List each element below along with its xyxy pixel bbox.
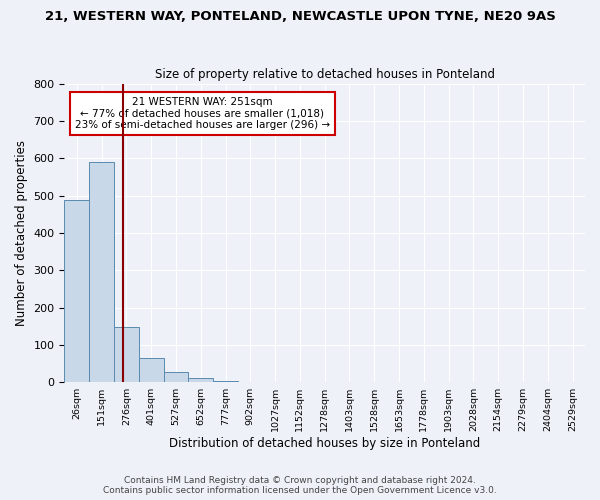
Bar [64, 200, 89, 382]
Bar [188, 378, 213, 382]
Bar [164, 372, 188, 382]
Bar [213, 381, 238, 382]
X-axis label: Distribution of detached houses by size in Ponteland: Distribution of detached houses by size … [169, 437, 481, 450]
Title: Size of property relative to detached houses in Ponteland: Size of property relative to detached ho… [155, 68, 495, 81]
Text: 21, WESTERN WAY, PONTELAND, NEWCASTLE UPON TYNE, NE20 9AS: 21, WESTERN WAY, PONTELAND, NEWCASTLE UP… [44, 10, 556, 23]
Y-axis label: Number of detached properties: Number of detached properties [15, 140, 28, 326]
Text: 21 WESTERN WAY: 251sqm
← 77% of detached houses are smaller (1,018)
23% of semi-: 21 WESTERN WAY: 251sqm ← 77% of detached… [75, 97, 330, 130]
Text: Contains HM Land Registry data © Crown copyright and database right 2024.
Contai: Contains HM Land Registry data © Crown c… [103, 476, 497, 495]
Bar [139, 358, 164, 382]
Bar [89, 162, 114, 382]
Bar [114, 326, 139, 382]
